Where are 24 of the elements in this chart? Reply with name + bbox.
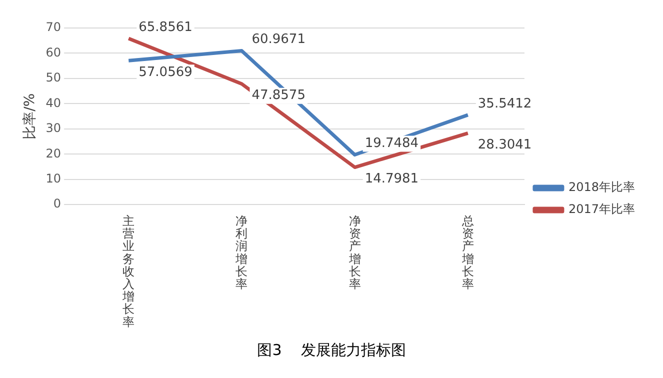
y-tick-label: 70 xyxy=(46,20,62,34)
y-tick-label: 60 xyxy=(46,45,62,60)
x-tick-label: 总资产增长率 xyxy=(460,214,474,292)
legend-label: 2017年比率 xyxy=(568,202,636,216)
y-tick-label: 10 xyxy=(46,171,62,186)
x-tick-label: 净利润增长率 xyxy=(234,214,248,292)
data-label: 19.7484 xyxy=(364,136,419,152)
category-label: 主营业务收入增长率 xyxy=(122,214,135,329)
y-tick-label: 50 xyxy=(46,70,62,85)
x-tick-label: 净资产增长率 xyxy=(348,214,361,292)
data-label: 65.8561 xyxy=(138,20,192,35)
data-label: 35.5412 xyxy=(478,96,532,112)
data-label: 60.9671 xyxy=(252,32,306,48)
y-tick-label: 20 xyxy=(46,146,62,160)
y-axis-title: 比率/% xyxy=(22,93,38,140)
text: 图3 发展能力指标图 xyxy=(257,340,406,359)
data-label: 28.3041 xyxy=(478,138,532,153)
data-label: 57.0569 xyxy=(138,65,192,80)
legend-label: 2018年比率 xyxy=(568,180,636,194)
y-tick-label: 0 xyxy=(53,196,62,211)
y-tick-label: 30 xyxy=(46,121,62,136)
data-label: 14.7981 xyxy=(364,172,419,187)
y-tick-label: 40 xyxy=(46,96,62,110)
data-label: 47.8575 xyxy=(252,88,306,104)
